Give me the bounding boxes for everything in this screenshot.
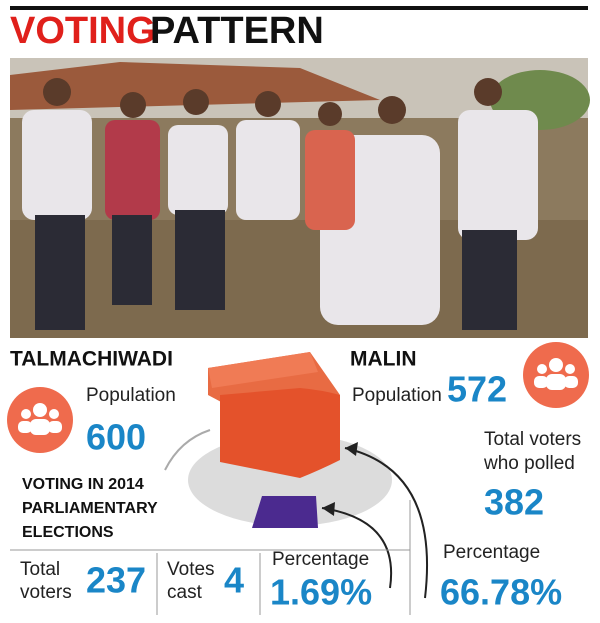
votes-cast-label: Votes xyxy=(167,559,215,580)
title-red: VOTING xyxy=(10,10,156,52)
total-voters-label: Total xyxy=(20,559,60,580)
photo xyxy=(10,58,590,338)
top-rule xyxy=(10,6,588,10)
election-label: VOTING IN 2014 xyxy=(22,476,144,493)
village-name: TALMACHIWADI xyxy=(10,348,173,371)
percentage-label: Percentage xyxy=(272,549,369,570)
population-label: Population xyxy=(352,385,442,406)
population-value: 600 xyxy=(86,417,146,458)
people-icon xyxy=(7,387,73,453)
total-voters-label: voters xyxy=(20,582,72,603)
election-label: ELECTIONS xyxy=(22,524,114,541)
votes-cast-value: 4 xyxy=(224,560,244,601)
election-label: PARLIAMENTARY xyxy=(22,500,158,517)
percentage-value: 66.78% xyxy=(440,572,562,613)
population-label: Population xyxy=(86,385,176,406)
percentage-value: 1.69% xyxy=(270,572,372,613)
polled-label: Total voters xyxy=(484,429,581,450)
population-value: 572 xyxy=(447,369,507,410)
percentage-label: Percentage xyxy=(443,542,540,563)
polled-value: 382 xyxy=(484,482,544,523)
graphic xyxy=(164,352,429,599)
title-black: PATTERN xyxy=(150,10,324,52)
votes-cast-label: cast xyxy=(167,582,203,603)
total-voters-value: 237 xyxy=(86,560,146,601)
people-icon xyxy=(523,342,589,408)
polled-label: who polled xyxy=(483,453,575,474)
village-name: MALIN xyxy=(350,348,417,371)
